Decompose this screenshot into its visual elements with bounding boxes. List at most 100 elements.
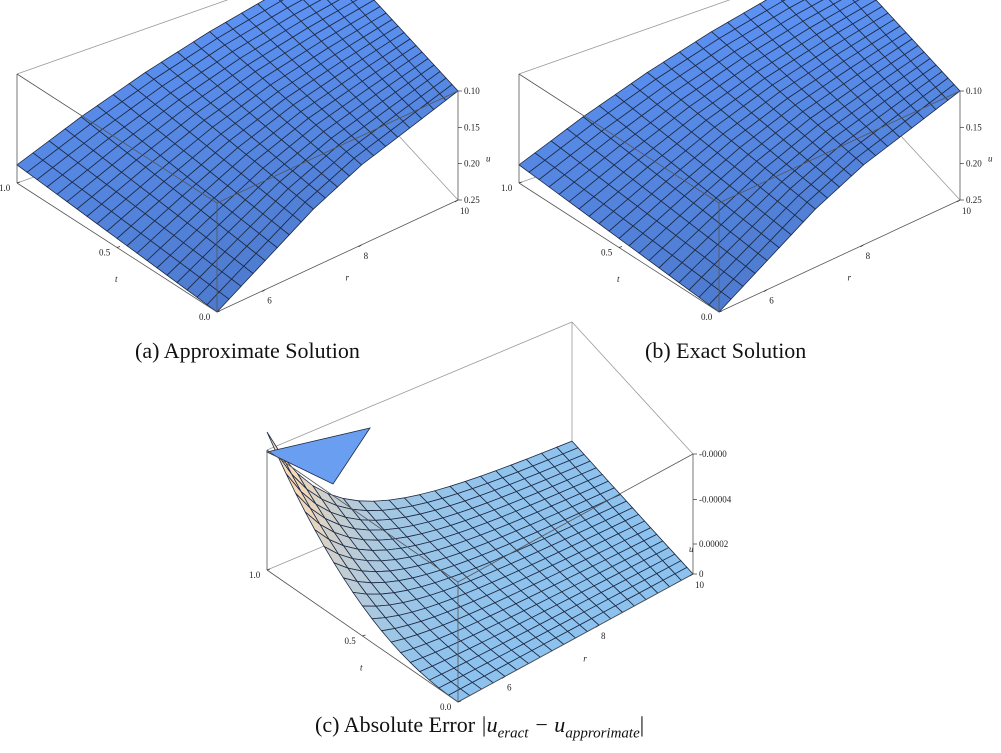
y-tick-label: 1.0 xyxy=(501,183,513,193)
z-tick-label: 0 xyxy=(699,569,704,579)
caption-c-sub1: eract xyxy=(497,725,529,742)
y-tick-label: 0.5 xyxy=(99,248,111,258)
z-tick-label: 0.15 xyxy=(966,122,982,132)
x-tick-label: 10 xyxy=(962,206,972,216)
caption-c-sub2: approrimate xyxy=(565,725,640,742)
box-edge-c xyxy=(457,453,694,583)
y-tick-mark xyxy=(216,310,221,313)
surface-cell xyxy=(860,0,883,16)
surface-cell xyxy=(828,0,842,5)
x-tick-mark xyxy=(689,573,694,577)
surface-mesh-c xyxy=(266,431,694,703)
surface-cell xyxy=(759,0,784,11)
box-edge-a xyxy=(16,73,218,204)
z-tick-label: 0.00002 xyxy=(699,539,728,549)
x-tick-label: 6 xyxy=(769,296,774,306)
z-tick-label: 0.10 xyxy=(966,86,982,96)
y-tick-label: 1.0 xyxy=(0,183,11,193)
y-tick-mark xyxy=(457,700,462,703)
box-edge-c xyxy=(266,449,459,583)
clipped-region xyxy=(265,427,371,485)
caption-b: (b) Exact Solution xyxy=(645,338,807,363)
surface-cell xyxy=(854,0,877,10)
x-axis-label: r xyxy=(848,272,852,282)
x-tick-label: 6 xyxy=(267,296,272,306)
surface-cell xyxy=(832,0,856,12)
y-tick-label: 0.0 xyxy=(440,702,452,712)
box-edge-a xyxy=(16,0,229,75)
x-tick-mark xyxy=(454,199,459,203)
z-tick-label: 0.10 xyxy=(464,86,480,96)
surface-mesh-b xyxy=(518,0,961,313)
x-tick-mark xyxy=(860,244,864,248)
y-tick-mark xyxy=(362,634,366,637)
box-edge-c xyxy=(457,573,694,703)
surface-cell xyxy=(326,0,340,5)
caption-c-prefix: (c) Absolute Error xyxy=(315,712,481,737)
surface-cell xyxy=(278,0,284,2)
y-tick-label: 0.5 xyxy=(601,248,613,258)
x-tick-label: 8 xyxy=(601,631,606,641)
surface-plot-c: 6 8 10 r 0.0 0.5 1.0 t -0.0000 -0.00004 0.00002 0 u xyxy=(249,321,732,712)
surface-cell xyxy=(350,0,358,3)
x-tick-mark xyxy=(358,244,362,248)
y-tick-label: 0.5 xyxy=(345,636,357,646)
z-axis-label: u xyxy=(988,154,993,164)
y-axis-label: t xyxy=(617,274,620,284)
x-tick-label: 8 xyxy=(866,251,871,261)
y-tick-label: 0.0 xyxy=(701,312,713,322)
x-tick-mark xyxy=(595,624,600,628)
y-tick-label: 0.0 xyxy=(199,312,211,322)
x-axis-label: r xyxy=(346,272,350,282)
chart-panel-c: 6 8 10 r 0.0 0.5 1.0 t -0.0000 -0.00004 0.00002 0 u xyxy=(249,321,750,712)
box-edge-a xyxy=(216,90,459,204)
z-tick-label: -0.00004 xyxy=(699,495,732,505)
box-edge-b xyxy=(718,90,961,204)
surface-cell xyxy=(781,0,805,9)
surface-plot-a: 6 8 10 r 0.0 0.5 1.0 t 0.10 0.15 0.20 0.25 u xyxy=(0,0,491,322)
x-tick-label: 10 xyxy=(460,206,470,216)
caption-c-minus: − u xyxy=(528,712,566,737)
box-edge-b xyxy=(518,0,731,75)
caption-c: (c) Absolute Error |ueract − uapprorimat… xyxy=(315,712,644,742)
chart-panel-b: 6 8 10 r 0.0 0.5 1.0 t 0.10 0.15 0.20 0.25 u xyxy=(501,0,1001,330)
surface-cell xyxy=(279,0,303,9)
y-axis-label: t xyxy=(360,663,363,673)
caption-c-end: | xyxy=(639,712,645,737)
surface-mesh-a xyxy=(16,0,459,313)
surface-cell xyxy=(852,0,860,3)
surface-cell xyxy=(352,0,375,10)
box-edge-a xyxy=(216,199,459,313)
surface-cell xyxy=(330,0,354,12)
z-tick-label: 0.15 xyxy=(464,122,480,132)
y-axis-label: t xyxy=(115,274,118,284)
surface-cell xyxy=(780,0,786,2)
box-edge-c xyxy=(266,321,573,451)
surface-cell xyxy=(805,0,824,7)
surface-cell xyxy=(303,0,322,7)
x-tick-mark xyxy=(956,199,961,203)
box-edge-c xyxy=(571,321,694,455)
y-tick-mark xyxy=(718,310,723,313)
y-tick-mark xyxy=(116,246,121,248)
x-tick-label: 8 xyxy=(364,251,369,261)
y-tick-mark xyxy=(618,246,623,248)
x-axis-label: r xyxy=(583,654,587,664)
surface-cell xyxy=(788,0,813,16)
surface-cell xyxy=(286,0,311,16)
z-tick-label: 0.20 xyxy=(966,159,982,169)
x-tick-label: 10 xyxy=(695,580,705,590)
box-edge-b xyxy=(518,73,720,204)
y-tick-label: 1.0 xyxy=(249,570,261,580)
z-tick-label: 0.20 xyxy=(464,159,480,169)
caption-a: (a) Approximate Solution xyxy=(135,338,360,363)
surface-plot-b: 6 8 10 r 0.0 0.5 1.0 t 0.10 0.15 0.20 0.25 u xyxy=(501,0,993,322)
x-tick-mark xyxy=(764,289,768,292)
x-tick-label: 6 xyxy=(507,682,512,692)
caption-c-math: |u xyxy=(480,712,498,737)
surface-cell xyxy=(257,0,282,11)
y-tick-mark xyxy=(266,568,271,571)
z-axis-label: u xyxy=(689,544,694,554)
box-edge-b xyxy=(718,199,961,313)
chart-panel-a: 6 8 10 r 0.0 0.5 1.0 t 0.10 0.15 0.20 0.25 u xyxy=(0,0,500,330)
